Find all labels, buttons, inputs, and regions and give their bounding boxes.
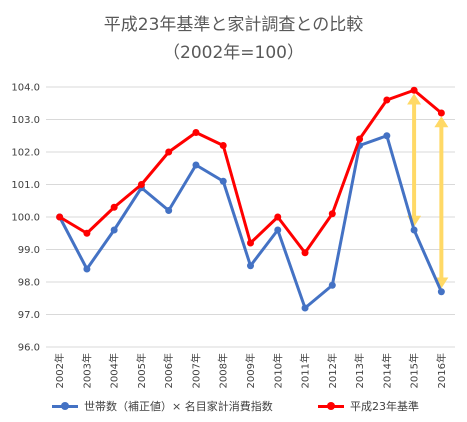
- data-point: [192, 129, 200, 136]
- data-point: [301, 249, 309, 257]
- data-point: [56, 213, 64, 221]
- arrow-head-up: [434, 116, 449, 128]
- y-tick-label: 101.0: [11, 180, 40, 191]
- data-point: [165, 207, 173, 214]
- annotation-arrows: [407, 93, 449, 289]
- x-tick-label: 2014年: [380, 353, 393, 388]
- data-point: [110, 226, 118, 234]
- data-point: [247, 239, 254, 247]
- data-point: [437, 109, 445, 117]
- data-point: [383, 96, 391, 104]
- x-tick-label: 2005年: [135, 353, 148, 388]
- data-point: [356, 135, 364, 143]
- data-point: [83, 265, 91, 273]
- y-tick-label: 103.0: [11, 115, 40, 126]
- arrow-head-up: [407, 93, 422, 105]
- x-tick-label: 2002年: [53, 353, 66, 388]
- data-point: [83, 229, 91, 237]
- data-point: [383, 132, 391, 140]
- data-point: [219, 142, 227, 149]
- x-axis-labels: 2002年 2003年 2004年 2005年 2006年 2007年 2008年 2009年…: [53, 353, 448, 388]
- series-lines: [56, 86, 445, 312]
- x-tick-label: 2003年: [80, 353, 93, 388]
- data-point: [274, 213, 282, 221]
- legend-swatch-h23-base: [318, 400, 344, 412]
- y-axis-labels: 96.0 97.0 98.0 99.0 100.0 101.0 102.0 103.0 104.…: [11, 83, 40, 354]
- data-point: [328, 210, 336, 218]
- double-arrow: [407, 93, 422, 227]
- data-point: [110, 203, 118, 211]
- data-point: [165, 148, 173, 156]
- y-tick-label: 96.0: [18, 343, 40, 354]
- data-point: [192, 161, 200, 169]
- y-tick-label: 97.0: [18, 310, 40, 321]
- data-point: [219, 177, 227, 185]
- data-point: [410, 86, 418, 94]
- legend-label-household: 世帯数（補正値）× 名目家計消費指数: [84, 400, 273, 413]
- data-point: [247, 262, 254, 270]
- x-tick-label: 2012年: [326, 353, 339, 388]
- x-tick-label: 2015年: [408, 353, 421, 388]
- x-tick-label: 2011年: [299, 353, 312, 388]
- x-tick-label: 2009年: [244, 353, 257, 388]
- legend-item-household: 世帯数（補正値）× 名目家計消費指数: [52, 398, 273, 414]
- chart-title: 平成23年基準と家計調査との比較: [103, 15, 364, 35]
- x-tick-label: 2013年: [353, 353, 366, 388]
- x-tick-label: 2006年: [162, 353, 175, 388]
- legend: 世帯数（補正値）× 名目家計消費指数 平成23年基準: [0, 398, 467, 416]
- data-point: [301, 304, 309, 312]
- x-tick-label: 2010年: [271, 353, 284, 388]
- y-tick-label: 102.0: [11, 148, 40, 159]
- x-tick-label: 2016年: [435, 353, 448, 388]
- gridlines: [46, 86, 455, 348]
- y-tick-label: 98.0: [18, 278, 40, 289]
- legend-label-h23-base: 平成23年基準: [350, 400, 419, 413]
- y-tick-label: 100.0: [11, 213, 40, 224]
- x-tick-label: 2007年: [189, 353, 202, 388]
- data-point: [437, 288, 445, 296]
- legend-item-h23-base: 平成23年基準: [318, 398, 419, 414]
- data-point: [410, 226, 418, 234]
- data-point: [328, 281, 336, 289]
- y-tick-label: 99.0: [18, 245, 40, 256]
- data-point: [137, 181, 145, 188]
- double-arrow: [434, 116, 449, 289]
- x-tick-label: 2004年: [108, 353, 121, 388]
- x-tick-label: 2008年: [217, 353, 230, 388]
- chart-subtitle: （2002年=100）: [163, 43, 304, 63]
- data-point: [274, 226, 282, 234]
- legend-swatch-household: [52, 400, 78, 412]
- y-tick-label: 104.0: [11, 83, 40, 94]
